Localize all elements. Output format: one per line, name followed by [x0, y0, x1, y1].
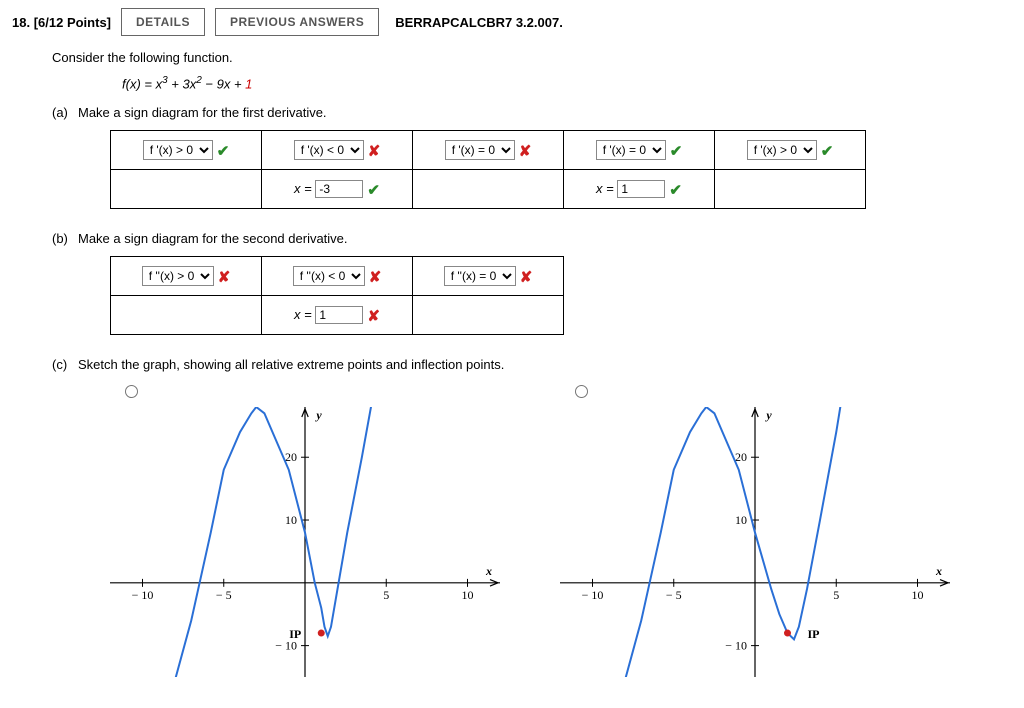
critical-value-input[interactable]: [315, 306, 363, 324]
sign-select[interactable]: f '(x) > 0: [747, 140, 817, 160]
graph-option-2-radio[interactable]: [575, 385, 588, 398]
question-header: 18. [6/12 Points] DETAILS PREVIOUS ANSWE…: [12, 8, 1012, 36]
graph-option-1-radio[interactable]: [125, 385, 138, 398]
previous-answers-button[interactable]: PREVIOUS ANSWERS: [215, 8, 379, 36]
cross-icon: ✘: [218, 268, 231, 286]
sign-select[interactable]: f ''(x) = 0: [444, 266, 516, 286]
part-c-prompt: (c)Sketch the graph, showing all relativ…: [52, 357, 1012, 372]
sign-select[interactable]: f ''(x) > 0: [142, 266, 214, 286]
graph-option-2: − 10 − 5 5 10 10 20 − 10 x y IP: [560, 407, 950, 677]
sign-select[interactable]: f '(x) < 0: [294, 140, 364, 160]
sign-diagram-b: f ''(x) > 0✘f ''(x) < 0✘f ''(x) = 0✘ x =…: [110, 256, 564, 335]
part-a-prompt: (a)Make a sign diagram for the first der…: [52, 105, 1012, 120]
check-icon: ✔: [217, 142, 230, 160]
function-definition: f(x) = x3 + 3x2 − 9x + 1: [122, 75, 1012, 91]
cross-icon: ✘: [369, 268, 382, 286]
sign-select[interactable]: f '(x) = 0: [445, 140, 515, 160]
cross-icon: ✘: [367, 307, 380, 325]
critical-value-input[interactable]: [617, 180, 665, 198]
svg-text:− 10: − 10: [725, 639, 747, 653]
svg-text:5: 5: [383, 588, 389, 602]
svg-text:10: 10: [462, 588, 474, 602]
sign-diagram-a: f '(x) > 0✔f '(x) < 0✘f '(x) = 0✘f '(x) …: [110, 130, 866, 209]
svg-text:IP: IP: [289, 627, 301, 641]
svg-text:− 10: − 10: [582, 588, 604, 602]
svg-text:10: 10: [285, 513, 297, 527]
details-button[interactable]: DETAILS: [121, 8, 205, 36]
svg-text:10: 10: [735, 513, 747, 527]
svg-text:20: 20: [735, 451, 747, 465]
svg-text:5: 5: [833, 588, 839, 602]
intro-text: Consider the following function.: [52, 50, 1012, 65]
svg-text:− 5: − 5: [216, 588, 232, 602]
svg-text:10: 10: [912, 588, 924, 602]
cross-icon: ✘: [519, 142, 532, 160]
svg-text:− 10: − 10: [132, 588, 154, 602]
check-icon: ✔: [821, 142, 834, 160]
svg-text:x: x: [935, 564, 942, 578]
svg-text:y: y: [764, 408, 772, 422]
graph-option-1: − 10− 55101020− 10xyIP: [110, 407, 500, 677]
cross-icon: ✘: [368, 142, 381, 160]
assignment-id: BERRAPCALCBR7 3.2.007.: [395, 15, 563, 30]
critical-value-input[interactable]: [315, 180, 363, 198]
sign-select[interactable]: f '(x) > 0: [143, 140, 213, 160]
sign-select[interactable]: f '(x) = 0: [596, 140, 666, 160]
cross-icon: ✘: [520, 268, 533, 286]
sign-select[interactable]: f ''(x) < 0: [293, 266, 365, 286]
question-number: 18. [6/12 Points]: [12, 15, 111, 30]
svg-text:x: x: [485, 564, 492, 578]
svg-text:20: 20: [285, 451, 297, 465]
svg-text:y: y: [314, 408, 322, 422]
check-icon: ✔: [669, 181, 682, 199]
svg-text:IP: IP: [808, 627, 820, 641]
check-icon: ✔: [367, 181, 380, 199]
check-icon: ✔: [670, 142, 683, 160]
part-b-prompt: (b)Make a sign diagram for the second de…: [52, 231, 1012, 246]
svg-text:− 5: − 5: [666, 588, 682, 602]
